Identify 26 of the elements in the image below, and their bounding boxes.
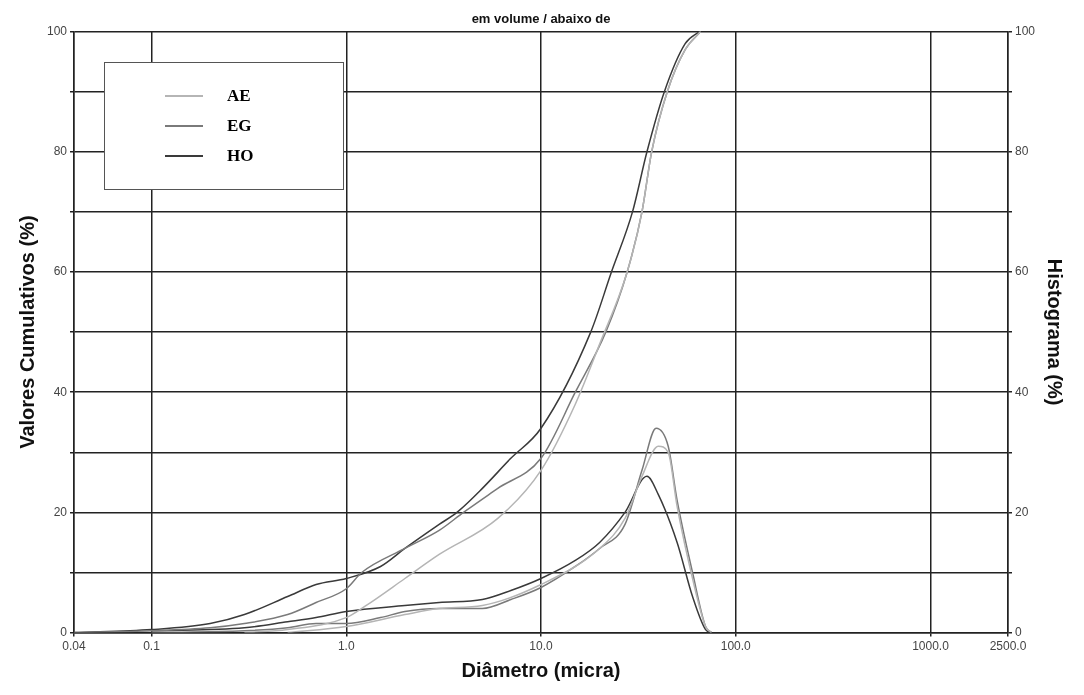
y-tick-label: 20 xyxy=(53,504,68,519)
x-tick-label: 1000.0 xyxy=(912,639,950,654)
x-tick-label: 0.04 xyxy=(62,639,87,654)
x-tick-label: 1.0 xyxy=(337,639,355,654)
x-tick-label: 100.0 xyxy=(720,639,752,654)
y2-tick-label: 40 xyxy=(1014,384,1029,399)
y2-tick-label: 0 xyxy=(1014,624,1022,639)
legend-label: AE xyxy=(227,85,251,106)
y-tick-label: 40 xyxy=(53,384,68,399)
y2-tick-label: 60 xyxy=(1014,264,1029,279)
x-axis-title: Diâmetro (micra) xyxy=(461,658,621,681)
y2-axis-title: Histograma (%) xyxy=(1044,258,1067,406)
legend-label: EG xyxy=(227,115,252,136)
x-tick-label: 10.0 xyxy=(529,639,553,654)
chart-title: em volume / abaixo de xyxy=(471,11,611,27)
y2-tick-label: 100 xyxy=(1014,23,1036,38)
x-tick-label: 2500.0 xyxy=(989,639,1027,654)
y-axis-title: Valores Cumulativos (%) xyxy=(15,215,38,449)
y2-tick-label: 20 xyxy=(1014,504,1029,519)
y2-tick-label: 80 xyxy=(1014,144,1029,159)
y-tick-label: 60 xyxy=(53,264,68,279)
y-tick-label: 100 xyxy=(46,23,68,38)
x-tick-label: 0.1 xyxy=(143,639,161,654)
legend-label: HO xyxy=(227,145,254,166)
y-tick-label: 80 xyxy=(53,144,68,159)
y-tick-label: 0 xyxy=(60,624,68,639)
